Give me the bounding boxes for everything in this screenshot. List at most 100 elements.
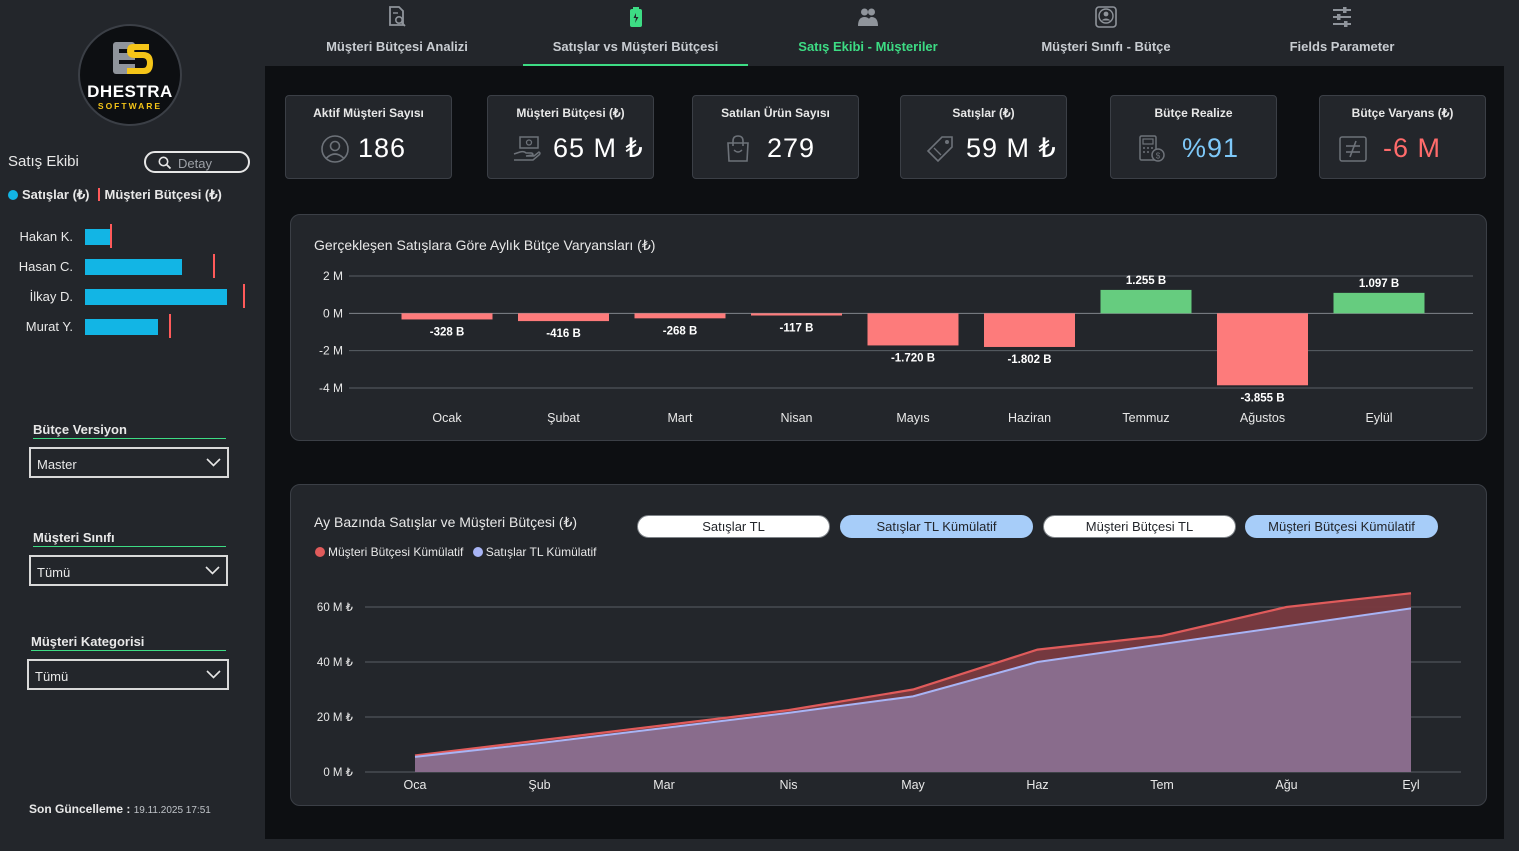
budget-target-marker	[169, 314, 171, 338]
detay-button[interactable]: Detay	[144, 151, 250, 173]
variance-bar	[984, 313, 1075, 347]
tab-satis-ekibi-musteriler[interactable]: Satış Ekibi - Müşteriler	[773, 0, 963, 66]
kpi-value: 59 M ₺	[966, 133, 1057, 163]
variance-bar	[751, 313, 842, 316]
team-member-name: İlkay D.	[29, 289, 73, 304]
user-badge-icon	[1095, 6, 1117, 28]
money-hand-icon	[513, 136, 541, 161]
x-tick-label: Eylül	[1365, 411, 1392, 425]
chart-title: Gerçekleşen Satışlara Göre Aylık Bütçe V…	[314, 237, 656, 253]
kpi-budget-variance: Bütçe Varyans (₺) -6 M	[1319, 95, 1486, 179]
team-member-name: Murat Y.	[25, 319, 73, 334]
chart-title: Ay Bazında Satışlar ve Müşteri Bütçesi (…	[314, 514, 578, 530]
calculator-money-icon: $	[1139, 135, 1165, 162]
shopping-bag-icon	[727, 135, 749, 162]
es-logo-icon	[113, 42, 153, 74]
sidebar: DHESTRA SOFTWARE Satış Ekibi Detay Satış…	[0, 0, 263, 851]
tab-musteri-sinifi-butce[interactable]: Müşteri Sınıfı - Bütçe	[1003, 0, 1209, 66]
variance-chart-panel: Gerçekleşen Satışlara Göre Aylık Bütçe V…	[290, 214, 1487, 441]
company-logo: DHESTRA SOFTWARE	[78, 24, 182, 126]
chevron-down-icon	[206, 670, 221, 679]
toggle-musteri-butcesi-tl[interactable]: Müşteri Bütçesi TL	[1043, 515, 1236, 538]
tab-label: Müşteri Bütçesi Analizi	[326, 39, 468, 54]
kpi-title: Aktif Müşteri Sayısı	[313, 106, 424, 120]
toggle-musteri-butcesi-kumulatif[interactable]: Müşteri Bütçesi Kümülatif	[1245, 515, 1438, 538]
sales-bar	[85, 259, 182, 275]
slicer-underline	[31, 650, 226, 651]
budget-version-dropdown[interactable]: Master	[29, 447, 229, 478]
search-icon	[158, 156, 172, 170]
y-tick-label: 40 M ₺	[317, 657, 354, 669]
sales-legend-dot	[8, 190, 18, 200]
variance-bar	[634, 313, 726, 319]
team-member-name: Hakan K.	[19, 229, 73, 244]
kpi-budget-realize: Bütçe Realize $ %91	[1110, 95, 1277, 179]
report-canvas: Aktif Müşteri Sayısı 186 Müşteri Bütçesi…	[265, 66, 1504, 839]
x-tick-label: Mayıs	[896, 411, 929, 425]
svg-text:$: $	[1156, 152, 1161, 161]
team-row[interactable]: Murat Y.	[0, 314, 263, 338]
sliders-icon	[1333, 7, 1351, 27]
budget-target-marker	[213, 254, 215, 278]
team-row[interactable]: Hakan K.	[0, 224, 263, 248]
kpi-title: Satılan Ürün Sayısı	[721, 106, 830, 120]
tab-label: Satış Ekibi - Müşteriler	[798, 39, 938, 54]
budget-line	[414, 592, 1412, 757]
x-tick-label: Ağustos	[1240, 411, 1285, 425]
people-icon	[858, 8, 878, 26]
brand-name: DHESTRA	[87, 82, 173, 101]
data-label: 1.255 B	[1126, 275, 1166, 287]
kpi-value: -6 M	[1383, 133, 1441, 163]
detay-label: Detay	[178, 156, 212, 171]
x-tick-label: May	[901, 778, 925, 792]
cumulative-chart-legend: Müşteri Bütçesi Kümülatif Satışlar TL Kü…	[315, 545, 596, 559]
slicer-underline	[33, 438, 226, 439]
not-equal-icon	[1339, 136, 1367, 162]
x-tick-label: Nis	[779, 778, 797, 792]
legend-label-budget: Müşteri Bütçesi Kümülatif	[328, 545, 464, 559]
variance-bar	[1217, 313, 1308, 386]
x-tick-label: Şub	[528, 778, 550, 792]
y-tick-label: -4 M	[319, 381, 343, 395]
kpi-value: %91	[1182, 133, 1240, 163]
tab-fields-parameter[interactable]: Fields Parameter	[1271, 0, 1413, 66]
x-tick-label: Eyl	[1402, 778, 1419, 792]
tab-label: Müşteri Sınıfı - Bütçe	[1041, 39, 1171, 54]
team-row[interactable]: Hasan C.	[0, 254, 263, 278]
team-legend: Satışlar (₺) Müşteri Bütçesi (₺)	[8, 187, 222, 203]
dropdown-value: Tümü	[37, 565, 71, 580]
data-label: -268 B	[663, 325, 698, 337]
x-tick-label: Mart	[668, 411, 694, 425]
team-row[interactable]: İlkay D.	[0, 284, 263, 308]
legend-label-sales: Satışlar TL Kümülatif	[485, 545, 597, 559]
sales-line	[414, 607, 1412, 758]
tab-label: Satışlar vs Müşteri Bütçesi	[552, 39, 719, 54]
tab-satislar-vs-musteri-butcesi[interactable]: Satışlar vs Müşteri Bütçesi	[523, 0, 748, 66]
user-circle-icon	[321, 135, 349, 163]
sales-area	[415, 608, 1411, 772]
toggle-satislar-tl[interactable]: Satışlar TL	[637, 515, 830, 538]
kpi-value: 65 M ₺	[553, 133, 644, 163]
document-search-icon	[389, 6, 406, 27]
y-tick-label: 60 M ₺	[317, 602, 354, 614]
dropdown-value: Tümü	[35, 669, 69, 684]
variance-bar-chart: 2 M 0 M -2 M -4 M -328 B Ocak -416 B Şubat -268 …	[319, 269, 1473, 425]
x-tick-label: Ağu	[1275, 778, 1297, 792]
team-member-name: Hasan C.	[18, 259, 73, 274]
customer-category-dropdown[interactable]: Tümü	[27, 659, 229, 690]
toggle-satislar-tl-kumulatif[interactable]: Satışlar TL Kümülatif	[840, 515, 1033, 538]
legend-dot-budget	[315, 547, 325, 557]
sales-team-title: Satış Ekibi	[8, 153, 79, 170]
page-nav: Müşteri Bütçesi Analizi Satışlar vs Müşt…	[263, 0, 1519, 66]
last-update-label: Son Güncelleme :	[29, 802, 131, 816]
budget-legend-marker	[97, 188, 100, 201]
tab-musteri-butcesi-analizi[interactable]: Müşteri Bütçesi Analizi	[303, 0, 491, 66]
data-label: -416 B	[546, 328, 581, 340]
kpi-products-sold: Satılan Ürün Sayısı 279	[692, 95, 859, 179]
data-label: -117 B	[780, 323, 814, 335]
variance-bar	[867, 313, 959, 346]
y-tick-label: 20 M ₺	[317, 712, 354, 724]
last-update-timestamp: 19.11.2025 17:51	[133, 805, 211, 816]
y-tick-label: 0 M ₺	[323, 767, 353, 779]
customer-class-dropdown[interactable]: Tümü	[29, 555, 228, 586]
